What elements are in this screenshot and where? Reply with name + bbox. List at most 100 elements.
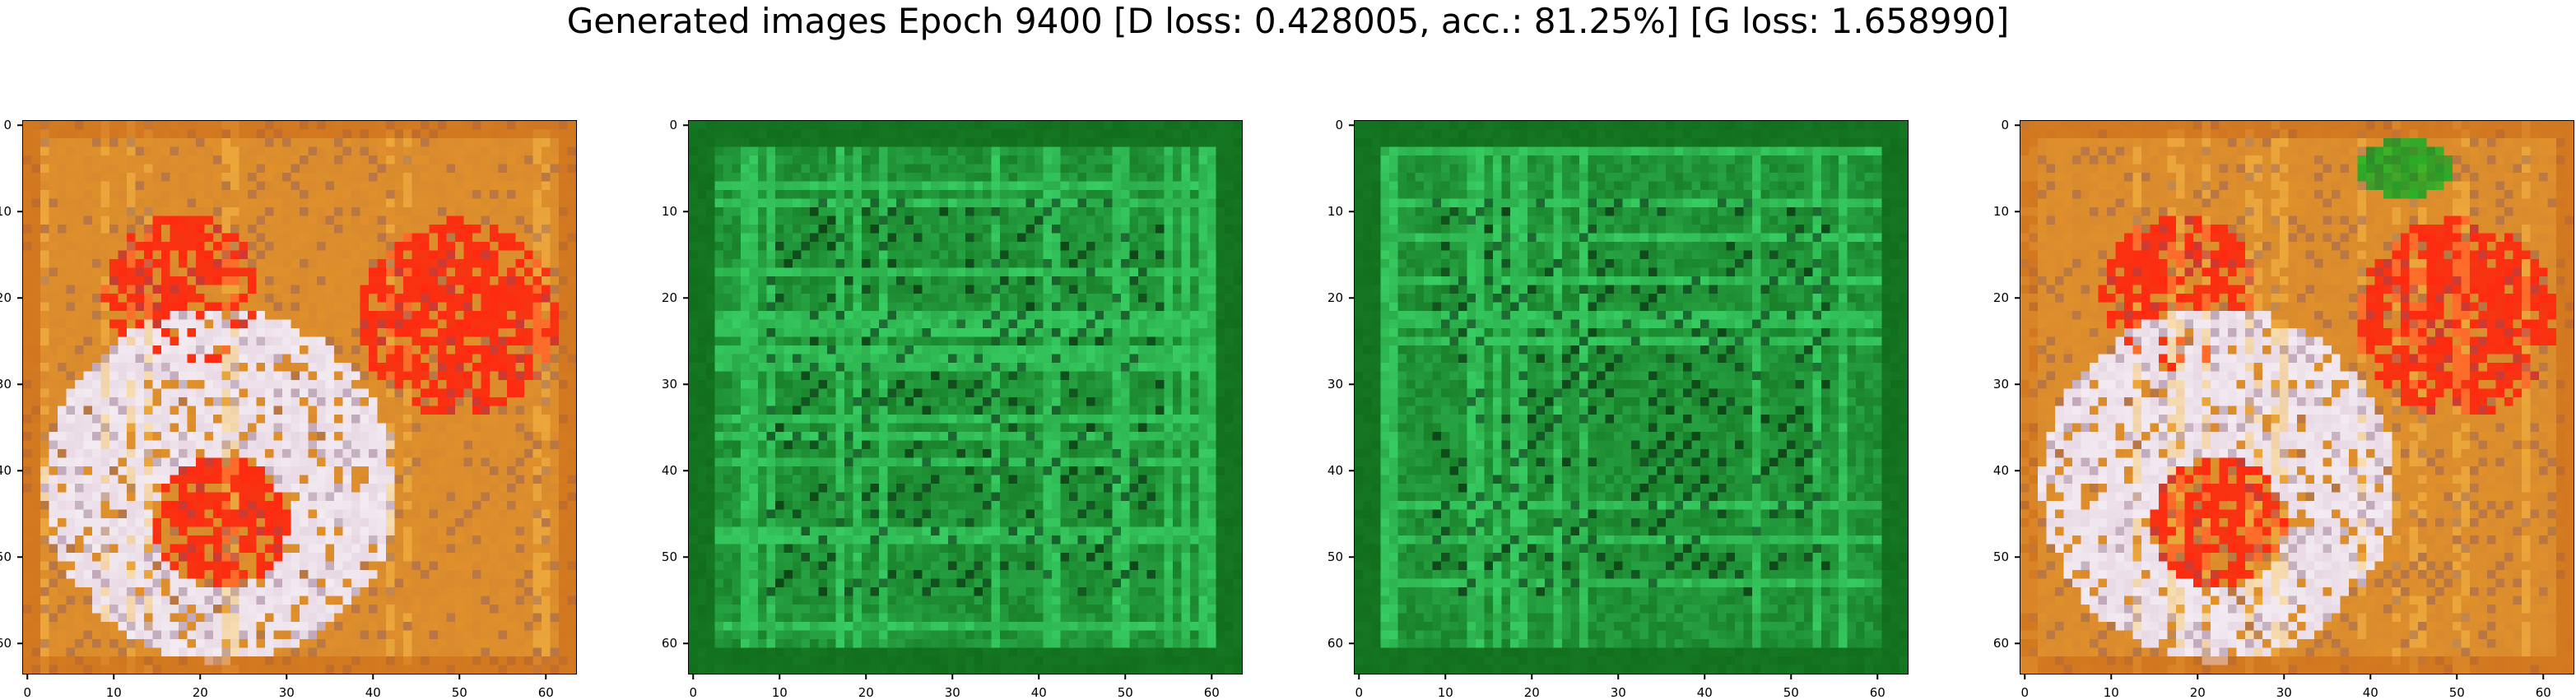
x-tick-label: 10	[1437, 685, 1453, 700]
x-tick-label: 10	[105, 685, 122, 700]
y-tick-label: 50	[1327, 549, 1343, 565]
x-tick-label: 60	[537, 685, 554, 700]
x-tick-label: 40	[365, 685, 381, 700]
y-tick-mark	[17, 211, 23, 212]
x-tick-mark	[2542, 674, 2544, 679]
y-tick-label: 10	[1992, 204, 2009, 220]
x-tick-label: 30	[944, 685, 960, 700]
x-tick-mark	[1876, 674, 1878, 679]
y-tick-mark	[17, 124, 23, 126]
y-tick-mark	[2015, 470, 2020, 471]
y-tick-label: 10	[661, 204, 677, 220]
y-tick-mark	[1349, 642, 1355, 644]
x-tick-label: 30	[1610, 685, 1626, 700]
x-tick-mark	[1038, 674, 1039, 679]
x-tick-mark	[865, 674, 867, 679]
x-tick-label: 20	[1523, 685, 1540, 700]
x-tick-label: 10	[771, 685, 788, 700]
y-tick-mark	[2015, 383, 2020, 385]
y-tick-label: 30	[1992, 377, 2009, 392]
x-tick-mark	[113, 674, 114, 679]
x-tick-label: 40	[2362, 685, 2378, 700]
y-tick-label: 60	[661, 636, 677, 651]
y-tick-mark	[1349, 297, 1355, 299]
y-tick-label: 0	[1335, 118, 1343, 133]
x-tick-label: 30	[278, 685, 295, 700]
y-tick-label: 30	[0, 377, 12, 392]
y-tick-label: 40	[1327, 463, 1343, 479]
y-tick-label: 20	[661, 290, 677, 306]
y-tick-mark	[2015, 297, 2020, 299]
generated-pixels	[23, 121, 576, 674]
y-tick-mark	[1349, 556, 1355, 558]
x-tick-mark	[692, 674, 694, 679]
y-tick-label: 20	[0, 290, 12, 306]
x-tick-label: 20	[192, 685, 208, 700]
x-tick-label: 40	[1696, 685, 1713, 700]
y-tick-mark	[683, 211, 689, 212]
y-tick-label: 20	[1327, 290, 1343, 306]
x-tick-label: 50	[451, 685, 467, 700]
y-tick-label: 0	[3, 118, 12, 133]
x-tick-mark	[1704, 674, 1705, 679]
y-tick-mark	[2015, 556, 2020, 558]
x-tick-mark	[286, 674, 287, 679]
sample-image-2: 0 0 10 10 20 20 30 30 40 40 50 50 60 60	[662, 118, 1243, 700]
y-tick-label: 0	[669, 118, 677, 133]
y-tick-label: 10	[1327, 204, 1343, 220]
x-tick-mark	[1211, 674, 1212, 679]
x-tick-mark	[2197, 674, 2198, 679]
x-tick-mark	[1444, 674, 1446, 679]
x-tick-mark	[1358, 674, 1360, 679]
y-tick-label: 60	[0, 636, 12, 651]
y-tick-label: 40	[661, 463, 677, 479]
x-tick-label: 30	[2276, 685, 2292, 700]
y-tick-label: 0	[2001, 118, 2009, 133]
y-tick-mark	[683, 383, 689, 385]
y-tick-mark	[17, 383, 23, 385]
x-tick-label: 0	[689, 685, 698, 700]
y-tick-mark	[2015, 211, 2020, 212]
y-tick-mark	[17, 470, 23, 471]
x-tick-mark	[951, 674, 953, 679]
y-tick-mark	[683, 556, 689, 558]
y-tick-label: 40	[1992, 463, 2009, 479]
y-tick-mark	[2015, 124, 2020, 126]
y-tick-mark	[2015, 642, 2020, 644]
x-tick-label: 20	[858, 685, 874, 700]
y-tick-mark	[683, 297, 689, 299]
y-tick-mark	[683, 642, 689, 644]
x-tick-label: 0	[2020, 685, 2030, 700]
y-tick-label: 50	[1992, 549, 2009, 565]
x-tick-mark	[1790, 674, 1792, 679]
x-tick-mark	[2024, 674, 2025, 679]
x-tick-label: 50	[1117, 685, 1133, 700]
x-tick-mark	[2283, 674, 2285, 679]
y-tick-mark	[17, 556, 23, 558]
y-tick-label: 30	[1327, 377, 1343, 392]
x-tick-mark	[26, 674, 28, 679]
x-tick-label: 50	[1783, 685, 1799, 700]
y-tick-mark	[683, 470, 689, 471]
x-tick-mark	[2110, 674, 2112, 679]
generated-pixels	[1355, 121, 1908, 674]
x-tick-mark	[2369, 674, 2371, 679]
y-tick-label: 60	[1327, 636, 1343, 651]
x-tick-label: 10	[2103, 685, 2119, 700]
sample-image-4: 0 0 10 10 20 20 30 30 40 40 50 50 60 60	[1993, 118, 2574, 700]
x-tick-mark	[1617, 674, 1619, 679]
x-tick-mark	[545, 674, 546, 679]
x-tick-mark	[2456, 674, 2457, 679]
x-tick-mark	[1531, 674, 1532, 679]
y-tick-mark	[17, 642, 23, 644]
y-tick-label: 20	[1992, 290, 2009, 306]
y-tick-label: 40	[0, 463, 12, 479]
x-tick-mark	[1124, 674, 1126, 679]
x-tick-label: 0	[23, 685, 32, 700]
x-tick-label: 60	[2535, 685, 2551, 700]
sample-image-1: 0 0 10 10 20 20 30 30 40 40 50 50 60 60	[0, 118, 577, 700]
x-tick-mark	[372, 674, 374, 679]
y-tick-mark	[683, 124, 689, 126]
y-tick-label: 30	[661, 377, 677, 392]
